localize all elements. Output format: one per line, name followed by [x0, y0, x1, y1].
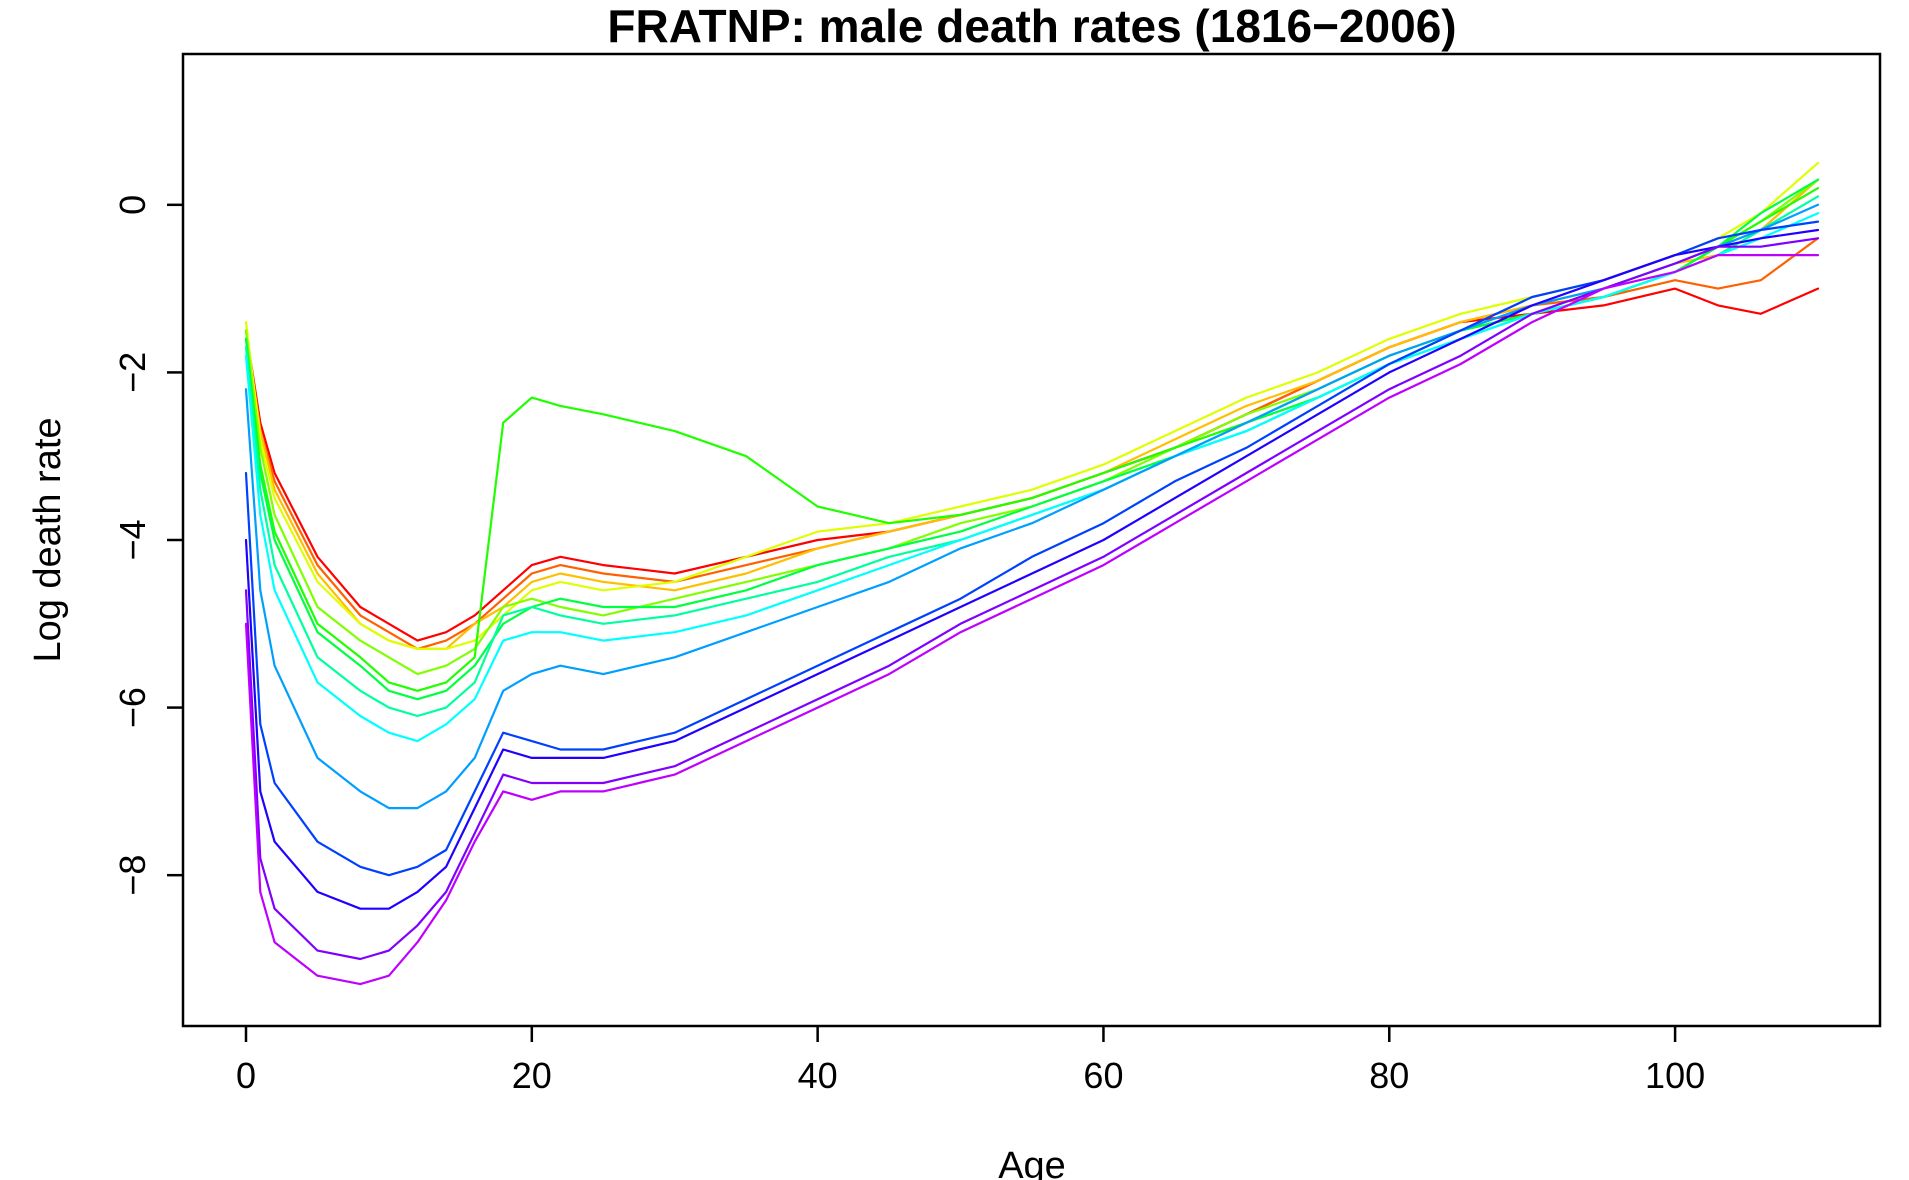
series-line-11 — [244, 228, 1820, 910]
series-line-6 — [244, 178, 1820, 701]
series-line-1 — [244, 237, 1820, 651]
series-line-10 — [244, 220, 1820, 877]
series-line-8 — [244, 212, 1820, 743]
y-tick-label-0: 0 — [112, 195, 153, 215]
y-axis: 0 −2 −4 −6 −8 — [112, 195, 183, 896]
series-line-12 — [244, 237, 1820, 961]
chart-title: FRATNP: male death rates (1816−2006) — [607, 0, 1456, 52]
series-line-0 — [244, 287, 1820, 642]
x-tick-label-3: 60 — [1083, 1055, 1123, 1096]
x-tick-label-2: 40 — [798, 1055, 838, 1096]
x-tick-label-4: 80 — [1369, 1055, 1409, 1096]
series-line-5 — [244, 187, 1820, 692]
series-line-2 — [244, 178, 1820, 651]
x-axis-label: Age — [998, 1145, 1066, 1180]
x-tick-label-0: 0 — [236, 1055, 256, 1096]
y-axis-label: Log death rate — [27, 417, 69, 662]
x-axis: 0 20 40 60 80 100 — [236, 1026, 1705, 1096]
x-tick-label-1: 20 — [512, 1055, 552, 1096]
y-tick-label-4: −8 — [112, 855, 153, 896]
series-layer — [244, 161, 1820, 986]
series-line-3 — [244, 161, 1820, 651]
series-line-13 — [244, 254, 1820, 986]
y-tick-label-2: −4 — [112, 519, 153, 560]
y-tick-label-3: −6 — [112, 687, 153, 728]
x-tick-label-5: 100 — [1645, 1055, 1705, 1096]
plot-frame — [181, 52, 1882, 1028]
y-tick-label-1: −2 — [112, 352, 153, 393]
